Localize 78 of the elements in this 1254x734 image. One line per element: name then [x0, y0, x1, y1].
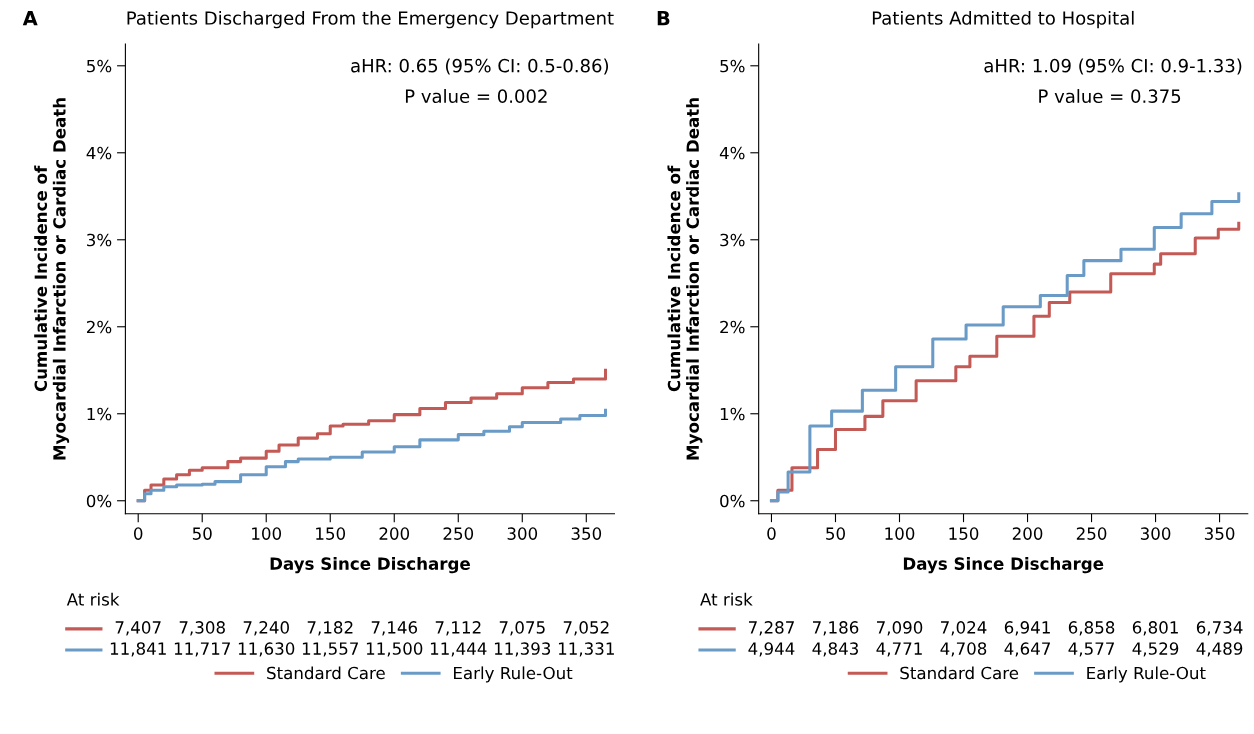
x-tick-label: 50 [192, 527, 212, 540]
x-axis-title: Days Since Discharge [270, 557, 470, 574]
y-tick-label: 5% [720, 59, 745, 73]
text: 7,407 [115, 621, 161, 636]
x-tick-label: 200 [379, 527, 410, 540]
y-tick-label: 0% [86, 494, 112, 508]
text: 4,708 [940, 642, 987, 657]
text: 4,529 [1132, 642, 1179, 657]
y-tick-label: 1% [720, 407, 745, 421]
text: 11,630 [238, 642, 295, 657]
x-tick-label: 300 [1140, 527, 1171, 540]
text: 7,287 [748, 621, 794, 636]
text: 11,444 [430, 642, 487, 657]
x-tick-label: 150 [949, 527, 979, 540]
x-tick-label: 250 [1076, 527, 1107, 540]
x-tick-label: 350 [571, 527, 602, 540]
y-axis-title: Cumulative Incidence of Myocardial Infarction or Cardiac Death [34, 98, 70, 460]
text: 11,331 [558, 642, 614, 657]
annotation: aHR: 1.09 (95% CI: 0.9-1.33) [984, 58, 1242, 75]
chart-title: Patients Admitted to Hospital [872, 10, 1134, 29]
y-tick-label: 4% [86, 146, 112, 160]
y-tick-label: 5% [87, 59, 112, 73]
text: 4,771 [876, 642, 922, 657]
text: 7,240 [243, 621, 289, 636]
y-tick-label: 2% [720, 320, 745, 334]
text: 7,308 [179, 621, 225, 636]
x-tick-label: 50 [826, 527, 845, 540]
text: 11,841 [110, 642, 166, 657]
text: 7,075 [499, 621, 545, 636]
annotation: aHR: 0.65 (95% CI: 0.5-0.86) [351, 58, 609, 75]
text: 6,858 [1068, 621, 1115, 636]
text: 6,801 [1132, 621, 1178, 636]
text: 6,941 [1004, 621, 1050, 636]
text: B [657, 11, 670, 26]
annotation: P value = 0.002 [405, 89, 547, 104]
x-tick-label: 200 [1012, 527, 1043, 540]
text: A [22, 11, 38, 26]
x-tick-label: 100 [885, 527, 915, 540]
text: 4,577 [1068, 642, 1114, 657]
x-tick-label: 0 [767, 527, 776, 540]
x-tick-label: 350 [1204, 527, 1235, 540]
x-tick-label: 250 [443, 527, 474, 540]
y-tick-label: 0% [720, 494, 745, 508]
text: 11,557 [302, 642, 358, 657]
x-tick-label: 0 [134, 527, 143, 540]
x-tick-label: 100 [252, 527, 282, 540]
text: 7,182 [307, 621, 353, 636]
text: 7,090 [877, 621, 923, 636]
legend-label: Standard Care [267, 666, 385, 680]
x-tick-label: 300 [507, 527, 538, 540]
text: 7,052 [563, 621, 609, 636]
y-axis-title: Cumulative Incidence of Myocardial Infarction or Cardiac Death [667, 98, 703, 460]
y-tick-label: 4% [719, 146, 745, 160]
text: 6,734 [1196, 621, 1243, 636]
text: 11,717 [174, 642, 230, 657]
text: 4,944 [748, 642, 795, 657]
x-axis-title: Days Since Discharge [903, 557, 1104, 574]
text: 4,647 [1004, 642, 1050, 657]
text: At risk [700, 592, 753, 606]
y-tick-label: 1% [87, 407, 112, 421]
text: 7,112 [435, 621, 481, 636]
annotation: P value = 0.375 [1039, 89, 1181, 104]
y-tick-label: 2% [86, 320, 112, 334]
text: 7,146 [371, 621, 418, 636]
text: 7,024 [941, 621, 987, 636]
text: 11,393 [494, 642, 551, 657]
text: 4,843 [812, 642, 859, 657]
chart-title: Patients Discharged From the Emergency Department [127, 10, 614, 29]
legend-label: Early Rule-Out [454, 666, 573, 683]
text: 4,489 [1196, 642, 1243, 657]
legend-label: Standard Care [900, 666, 1019, 680]
text: 7,186 [813, 621, 859, 636]
y-tick-label: 3% [87, 233, 112, 247]
y-tick-label: 3% [720, 233, 745, 247]
text: 11,500 [366, 642, 423, 657]
text: At risk [66, 592, 120, 606]
legend-label: Early Rule-Out [1087, 666, 1206, 683]
x-tick-label: 150 [316, 527, 346, 540]
